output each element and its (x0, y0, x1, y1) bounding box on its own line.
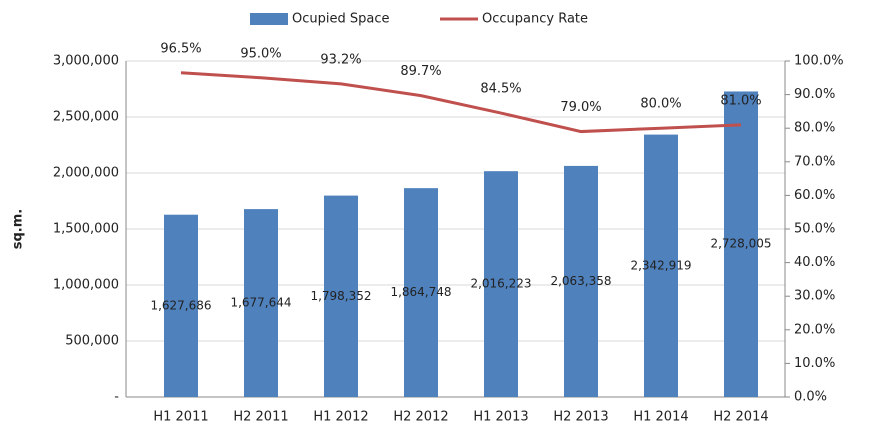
line-value-label: 95.0% (240, 46, 281, 61)
y-tick-label: 1,000,000 (53, 278, 119, 293)
bar-value-label: 1,798,352 (310, 289, 371, 303)
legend-label: Ocupied Space (292, 12, 389, 27)
legend-label: Occupancy Rate (482, 12, 588, 27)
y2-tick-label: 40.0% (794, 255, 835, 270)
line-value-label: 89.7% (400, 64, 441, 79)
bar (164, 214, 198, 397)
line-value-label: 84.5% (480, 82, 521, 97)
y2-tick-label: 60.0% (794, 188, 835, 203)
line-value-label: 93.2% (320, 52, 361, 67)
bar-value-label: 2,342,919 (630, 258, 691, 272)
x-tick-label: H1 2011 (153, 410, 208, 425)
y-tick-label: - (114, 390, 119, 405)
bar (484, 171, 518, 397)
bar-value-label: 1,864,748 (390, 285, 451, 299)
bar-value-label: 1,677,644 (230, 296, 291, 310)
bar (244, 209, 278, 397)
y2-tick-label: 20.0% (794, 322, 835, 337)
bar (724, 91, 758, 397)
y2-tick-label: 0.0% (794, 390, 827, 405)
y2-tick-label: 50.0% (794, 222, 835, 237)
bar-value-label: 2,063,358 (550, 274, 611, 288)
y-tick-label: 1,500,000 (53, 222, 119, 237)
line-value-label: 79.0% (560, 100, 601, 115)
y-tick-label: 2,000,000 (53, 166, 119, 181)
line-value-label: 81.0% (720, 93, 761, 108)
line-value-label: 96.5% (160, 41, 201, 56)
y-tick-label: 2,500,000 (53, 110, 119, 125)
x-tick-label: H2 2011 (233, 410, 288, 425)
x-tick-label: H1 2014 (633, 410, 688, 425)
legend-swatch (250, 13, 288, 25)
bar (324, 195, 358, 397)
line-value-label: 80.0% (640, 97, 681, 112)
y2-tick-label: 100.0% (794, 54, 844, 69)
x-tick-label: H2 2013 (553, 410, 608, 425)
bar-value-label: 2,016,223 (470, 277, 531, 291)
x-tick-label: H2 2014 (713, 410, 768, 425)
bar (564, 165, 598, 397)
y2-tick-label: 70.0% (794, 154, 835, 169)
bar (404, 188, 438, 397)
y-tick-label: 3,000,000 (53, 54, 119, 69)
y2-tick-label: 30.0% (794, 289, 835, 304)
bar-value-label: 1,627,686 (150, 298, 211, 312)
x-tick-label: H1 2013 (473, 410, 528, 425)
y2-tick-label: 80.0% (794, 121, 835, 136)
x-tick-label: H2 2012 (393, 410, 448, 425)
bar (644, 134, 678, 397)
y2-tick-label: 10.0% (794, 356, 835, 371)
y-tick-label: 500,000 (65, 334, 119, 349)
line (180, 71, 742, 134)
y2-tick-label: 90.0% (794, 87, 835, 102)
x-tick-label: H1 2012 (313, 410, 368, 425)
bar-value-label: 2,728,005 (710, 237, 771, 251)
y-axis-title: sq.m. (11, 209, 26, 249)
